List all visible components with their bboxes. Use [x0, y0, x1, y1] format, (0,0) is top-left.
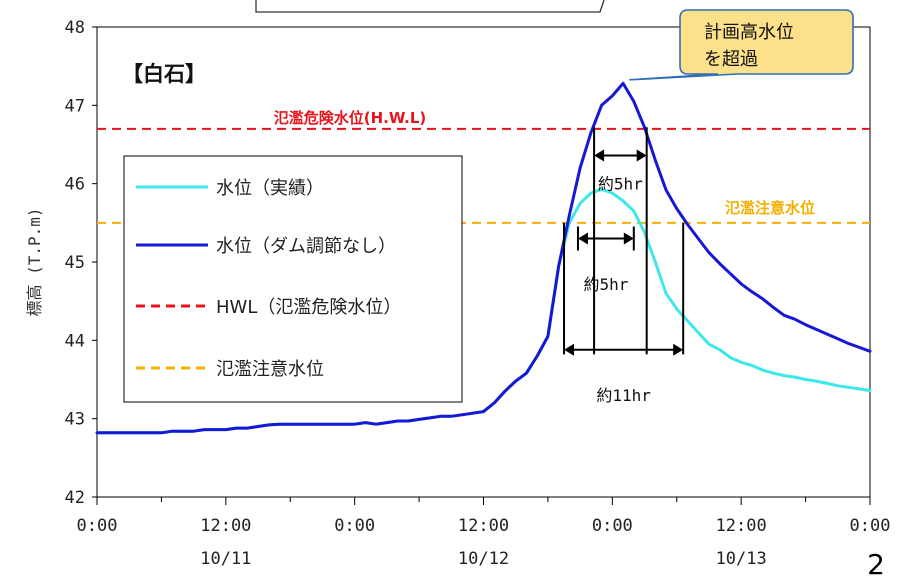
y-tick-label: 47 — [65, 96, 85, 116]
reference-label: 氾濫注意水位 — [725, 199, 815, 217]
reference-label: 氾濫危険水位(H.W.L) — [274, 109, 427, 127]
duration-arrow-head — [594, 149, 605, 162]
legend-label: 水位（実績） — [216, 178, 324, 199]
series-line — [95, 81, 872, 435]
x-axis: 0:00 12:00 0:00 12:00 0:00 12:00 0:00 — [77, 497, 891, 536]
duration-arrow-head — [577, 232, 588, 245]
y-tick-label: 48 — [65, 18, 85, 38]
legend-label: 氾濫注意水位 — [216, 359, 324, 380]
duration-arrow-head — [564, 343, 575, 356]
y-tick-label: 42 — [65, 488, 85, 508]
legend-box — [123, 155, 463, 403]
legend-label: 水位（ダム調節なし） — [216, 236, 396, 257]
callout-bubble — [629, 9, 854, 81]
date-label: 10/11 — [200, 549, 251, 569]
duration-arrow-head — [636, 149, 647, 162]
x-tick-label: 0:00 — [592, 516, 633, 536]
date-labels: 10/11 10/12 10/13 — [200, 549, 767, 569]
duration-label: 約11hr — [596, 386, 651, 405]
date-label: 10/13 — [716, 549, 767, 569]
duration-markers: 約5hr 約5hr 約11hr — [563, 127, 685, 405]
x-tick-label: 12:00 — [716, 516, 767, 536]
x-tick-label: 0:00 — [334, 516, 375, 536]
series-layer — [95, 81, 872, 435]
callout-line-1: 計画高水位 — [704, 22, 794, 43]
y-tick-label: 45 — [65, 253, 85, 273]
x-tick-label: 12:00 — [458, 516, 509, 536]
date-label: 10/12 — [458, 549, 509, 569]
callout: 計画高水位 を超過 — [629, 9, 854, 81]
x-tick-label: 0:00 — [77, 516, 118, 536]
page-number: 2 — [867, 548, 885, 578]
callout-line-2: を超過 — [704, 49, 758, 70]
duration-arrow-head — [673, 343, 684, 356]
duration-label: 約5hr — [598, 175, 643, 194]
duration-arrow-head — [623, 232, 634, 245]
y-tick-label: 46 — [65, 175, 85, 195]
x-tick-label: 12:00 — [200, 516, 251, 536]
legend: 水位（実績） 水位（ダム調節なし） HWL（氾濫危険水位） 氾濫注意水位 — [123, 155, 463, 403]
y-tick-label: 44 — [65, 331, 85, 351]
y-axis: 42 43 44 45 46 47 48 — [65, 18, 97, 508]
x-tick-label: 0:00 — [850, 516, 891, 536]
y-tick-label: 43 — [65, 410, 85, 430]
cropped-box-edge — [255, 0, 605, 13]
legend-label: HWL（氾濫危険水位） — [216, 297, 401, 318]
duration-label: 約5hr — [583, 275, 628, 294]
station-label: 【白石】 — [122, 62, 206, 86]
y-axis-label: 標高 (T.P.m) — [25, 207, 44, 316]
